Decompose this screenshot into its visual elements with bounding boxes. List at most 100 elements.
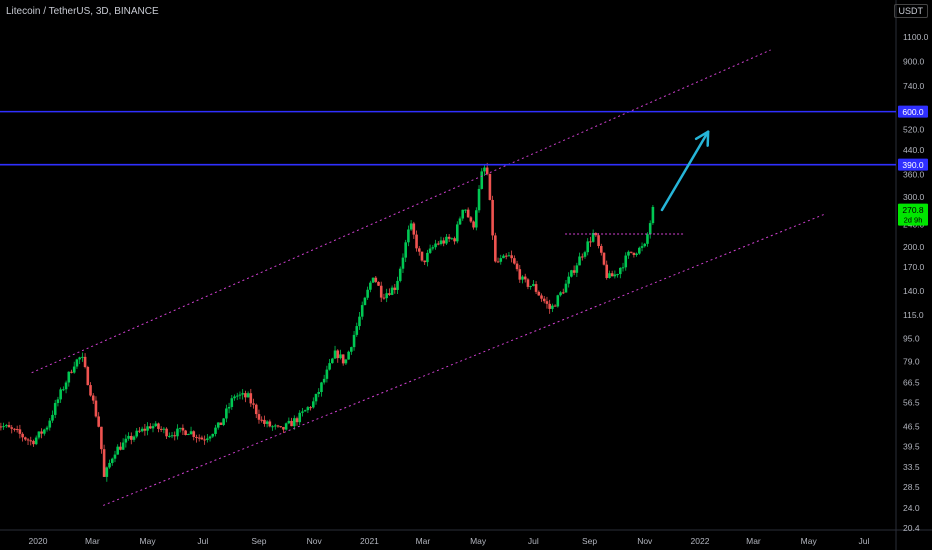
candle-body <box>483 167 486 172</box>
candle-body <box>624 255 628 268</box>
candle-body <box>292 418 296 427</box>
candle-body <box>72 366 76 373</box>
x-tick-label: May <box>801 536 818 546</box>
candle-body <box>363 297 367 306</box>
x-tick-label: 2021 <box>360 536 379 546</box>
candle-body <box>257 414 261 420</box>
candle-body <box>447 236 451 239</box>
last-price-countdown: 2d 9h <box>904 216 923 225</box>
candle-body <box>312 401 315 408</box>
candle-body <box>567 276 570 284</box>
candle-body <box>211 433 215 437</box>
candle-body <box>635 253 638 255</box>
y-tick-label: 900.0 <box>903 57 925 67</box>
channel-upper-line <box>31 49 771 374</box>
candle-body <box>344 359 348 364</box>
candle-body <box>276 425 280 427</box>
x-tick-label: 2020 <box>29 536 48 546</box>
candle-body <box>260 419 263 421</box>
x-tick-label: Nov <box>307 536 323 546</box>
candle-body <box>572 270 576 273</box>
candle-body <box>216 422 220 428</box>
x-tick-label: Mar <box>85 536 100 546</box>
candle-body <box>594 233 598 236</box>
candle-body <box>461 209 465 219</box>
candle-body <box>485 167 489 174</box>
candle-body <box>51 414 54 421</box>
candle-body <box>548 303 551 309</box>
candle-body <box>521 276 524 280</box>
y-tick-label: 520.0 <box>903 124 925 134</box>
candle-body <box>331 358 334 364</box>
channel-lower-line <box>103 213 827 506</box>
candle-body <box>513 258 516 264</box>
candle-body <box>355 326 359 335</box>
candle-body <box>37 431 41 438</box>
candle-body <box>502 255 505 259</box>
candle-body <box>230 398 234 407</box>
candle-body <box>203 439 206 441</box>
candle-body <box>197 437 201 439</box>
candle-body <box>208 436 212 439</box>
candle-body <box>295 418 299 423</box>
candle-body <box>390 287 394 295</box>
candle-body <box>469 217 473 222</box>
candle-body <box>339 354 342 359</box>
candle-body <box>86 367 90 386</box>
candle-body <box>436 243 440 245</box>
y-tick-label: 39.5 <box>903 442 920 452</box>
candle-body <box>7 425 11 428</box>
y-tick-label: 300.0 <box>903 192 925 202</box>
y-tick-label: 33.5 <box>903 462 920 472</box>
candle-body <box>534 284 538 292</box>
candle-body <box>374 277 378 282</box>
candle-body <box>168 435 171 437</box>
candle-body <box>81 356 84 358</box>
candle-body <box>597 235 600 247</box>
candle-body <box>290 420 293 427</box>
candle-body <box>173 435 177 437</box>
candle-body <box>472 221 475 228</box>
candle-body <box>273 425 277 427</box>
candle-body <box>143 428 147 431</box>
candle-body <box>43 429 46 434</box>
candle-body <box>621 267 625 269</box>
candle-body <box>2 426 5 428</box>
y-tick-label: 56.5 <box>903 398 920 408</box>
candle-body <box>252 403 255 405</box>
candle-body <box>146 426 149 431</box>
x-tick-label: Jul <box>858 536 869 546</box>
candle-body <box>417 248 421 252</box>
x-tick-label: 2022 <box>691 536 710 546</box>
candle-body <box>336 350 340 359</box>
candle-body <box>439 240 443 245</box>
candle-body <box>40 431 43 434</box>
y-tick-label: 1100.0 <box>903 32 929 42</box>
candle-body <box>466 209 470 218</box>
y-tick-label: 170.0 <box>903 262 925 272</box>
candle-body <box>279 426 283 428</box>
candle-body <box>371 277 375 283</box>
candle-body <box>458 218 462 225</box>
candle-body <box>124 438 128 443</box>
candle-body <box>75 359 79 367</box>
candle-body <box>385 293 388 299</box>
candle-body <box>18 429 22 434</box>
y-tick-label: 79.0 <box>903 356 920 366</box>
candle-body <box>507 255 511 257</box>
candle-body <box>610 273 614 277</box>
candle-body <box>157 423 160 429</box>
candle-body <box>575 265 579 273</box>
candle-body <box>287 420 291 424</box>
candle-body <box>423 260 426 263</box>
candle-body <box>393 287 397 290</box>
currency-button[interactable]: USDT <box>893 4 928 18</box>
candle-body <box>379 285 383 298</box>
candle-body <box>366 289 369 298</box>
candle-body <box>48 420 52 428</box>
candle-body <box>45 427 49 430</box>
candle-body <box>254 404 258 415</box>
last-price-badge <box>898 203 928 226</box>
candle-body <box>110 458 114 463</box>
candle-body <box>629 251 633 253</box>
